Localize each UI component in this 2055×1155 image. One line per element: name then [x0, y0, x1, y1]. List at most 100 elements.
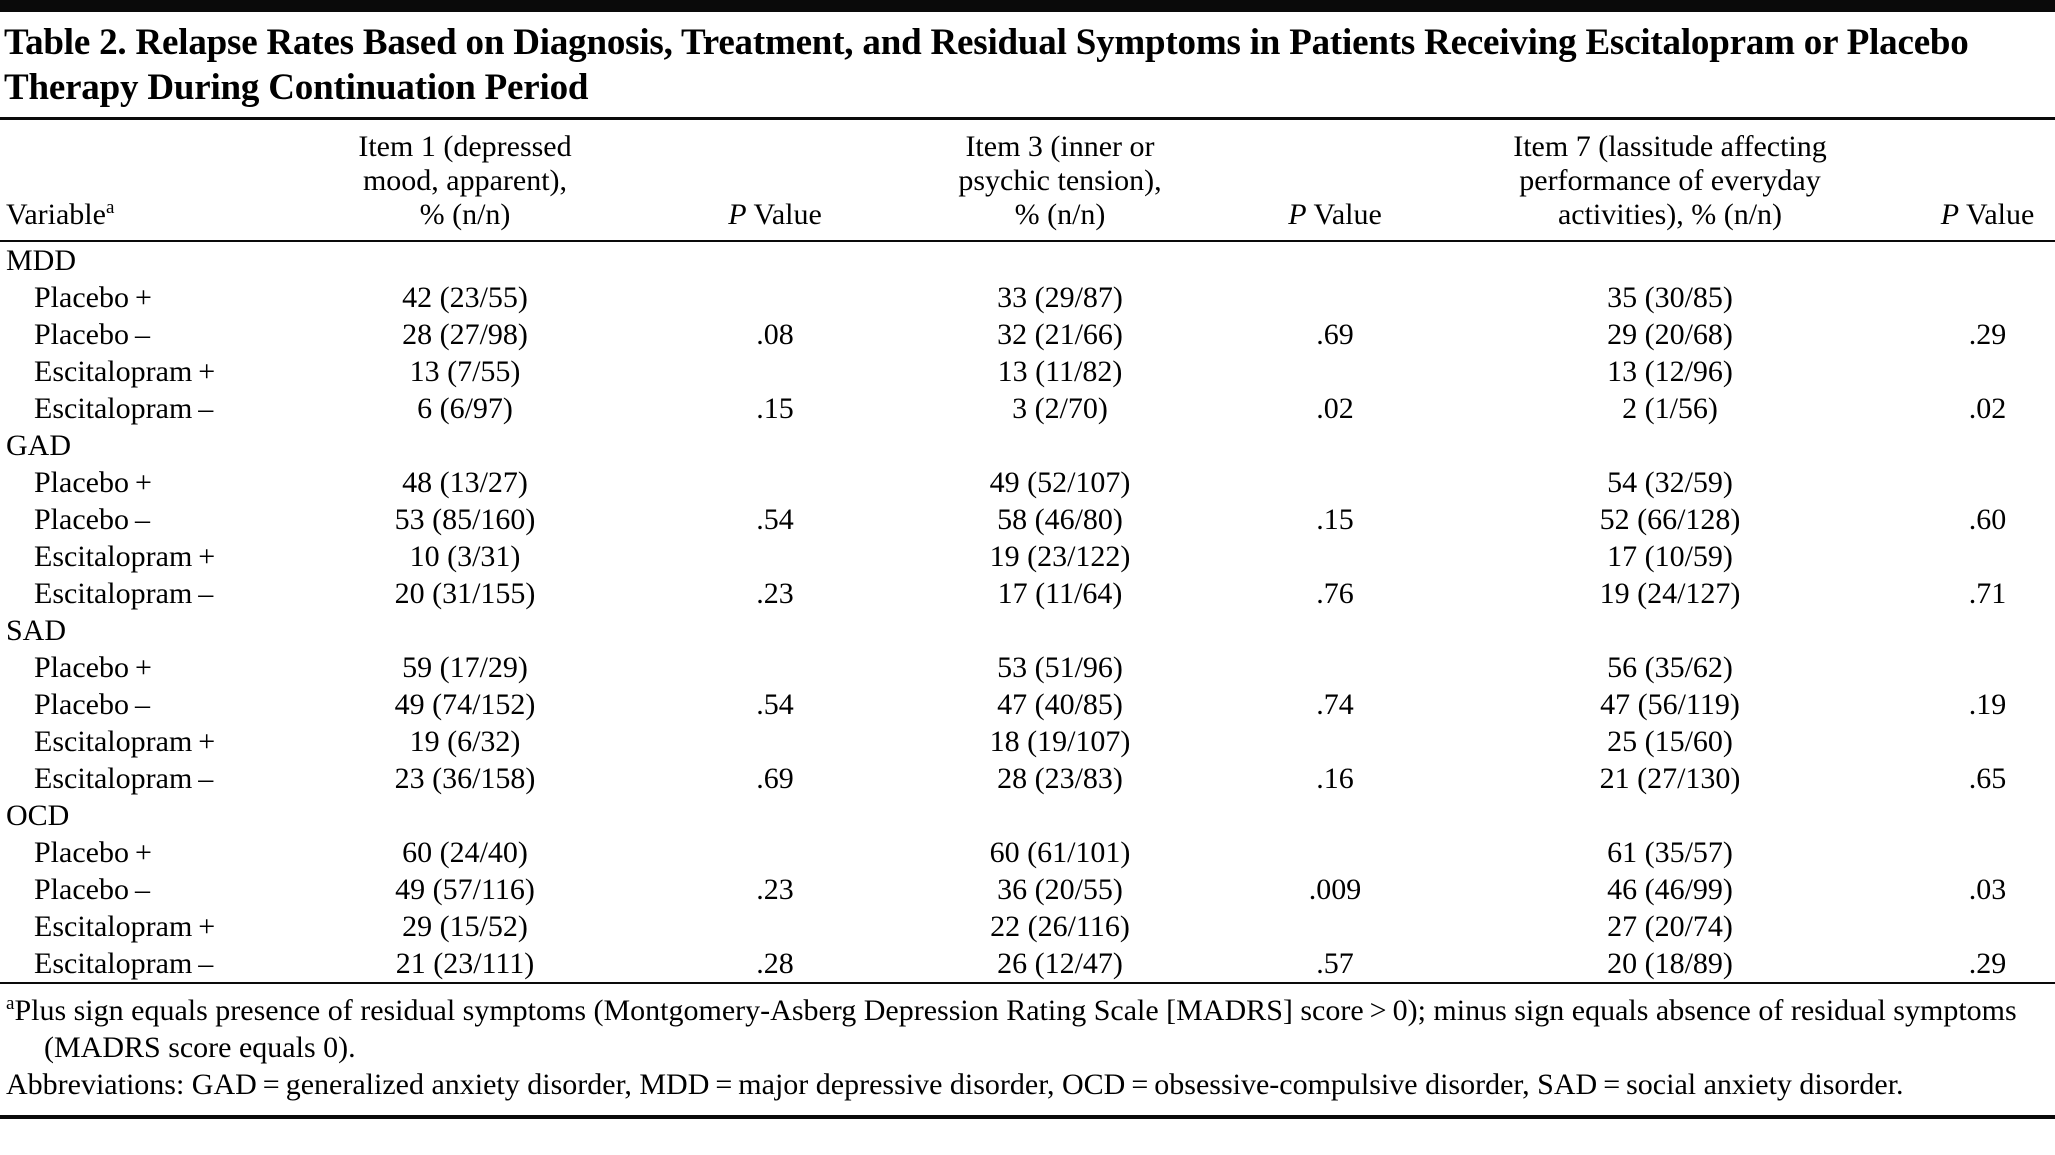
header-line: performance of everyday [1519, 164, 1821, 197]
cell-p-value-3 [1920, 649, 2055, 686]
cell-item1-pct: 13 (7/55) [409, 355, 521, 388]
cell-variable: Escitalopram – [34, 947, 214, 980]
cell-p-value-2: .74 [1316, 688, 1354, 721]
cell-p-value-2: .57 [1316, 947, 1354, 980]
cell-p-value-3: .02 [1968, 392, 2007, 425]
cell-item3-pct: 18 (19/107) [989, 725, 1131, 758]
cell-variable: Placebo – [34, 873, 150, 906]
cell-item1-pct: 20 (31/155) [394, 577, 536, 610]
cell-item3-pct: 47 (40/85) [997, 688, 1123, 721]
cell-p-value-3: .29 [1968, 947, 2007, 980]
cell-p-value-2: .009 [1308, 873, 1362, 906]
cell-item1-pct: 48 (13/27) [402, 466, 528, 499]
cell-p-value-1: .23 [756, 577, 794, 610]
cell-item7-pct: 46 (46/99) [1607, 873, 1733, 906]
footnote: aPlus sign equals presence of residual s… [6, 993, 2017, 1064]
cell-item3-pct: 60 (61/101) [989, 836, 1131, 869]
group-row-sad: SAD [0, 612, 2055, 649]
cell-p-value-3 [1920, 834, 2055, 871]
group-label: SAD [6, 614, 67, 647]
cell-item1-pct: 6 (6/97) [417, 392, 513, 425]
cell-item3-pct: 13 (11/82) [997, 355, 1123, 388]
header-line: % (n/n) [419, 198, 511, 231]
group-row-mdd: MDD [0, 241, 2055, 279]
cell-item7-pct: 61 (35/57) [1607, 836, 1733, 869]
cell-p-value-1 [680, 538, 870, 575]
cell-p-value-1: .23 [756, 873, 794, 906]
cell-p-value-1 [680, 464, 870, 501]
cell-p-value-1: .08 [756, 318, 794, 351]
cell-p-value-3: .29 [1968, 318, 2007, 351]
cell-item1-pct: 59 (17/29) [402, 651, 528, 684]
group-row-ocd: OCD [0, 797, 2055, 834]
cell-item3-pct: 3 (2/70) [1012, 392, 1108, 425]
table-row: Escitalopram + 13 (7/55) 13 (11/82) 13 (12/… [0, 353, 2055, 390]
column-header-p-value-1: P Value [680, 120, 870, 242]
cell-item7-pct: 2 (1/56) [1622, 392, 1718, 425]
cell-item3-pct: 36 (20/55) [997, 873, 1123, 906]
cell-item1-pct: 49 (74/152) [394, 688, 536, 721]
header-line: Item 7 (lassitude affecting [1513, 130, 1827, 163]
cell-p-value-2: .76 [1316, 577, 1354, 610]
cell-p-value-3: .19 [1968, 688, 2007, 721]
cell-item3-pct: 49 (52/107) [989, 466, 1131, 499]
cell-p-value-1 [680, 649, 870, 686]
cell-item3-pct: 19 (23/122) [989, 540, 1131, 573]
table-row: Escitalopram + 29 (15/52) 22 (26/116) 27 (2… [0, 908, 2055, 945]
cell-item1-pct: 42 (23/55) [402, 281, 528, 314]
cell-variable: Escitalopram + [34, 540, 216, 573]
cell-variable: Placebo + [34, 281, 152, 314]
cell-variable: Placebo + [34, 651, 152, 684]
cell-p-value-2: .15 [1316, 503, 1354, 536]
table-row: Placebo + 48 (13/27) 49 (52/107) 54 (32/59) [0, 464, 2055, 501]
cell-p-value-1: .69 [756, 762, 794, 795]
cell-p-value-1 [680, 279, 870, 316]
column-header-p-value-3: P Value [1920, 120, 2055, 242]
cell-p-value-2 [1250, 464, 1420, 501]
cell-p-value-2 [1250, 908, 1420, 945]
table-row: Placebo + 59 (17/29) 53 (51/96) 56 (35/62) [0, 649, 2055, 686]
cell-item7-pct: 56 (35/62) [1607, 651, 1733, 684]
cell-p-value-2: .69 [1316, 318, 1354, 351]
cell-p-value-2 [1250, 723, 1420, 760]
cell-item7-pct: 35 (30/85) [1607, 281, 1733, 314]
column-header-variable: Variablea [0, 120, 250, 242]
cell-item1-pct: 23 (36/158) [394, 762, 536, 795]
cell-item3-pct: 32 (21/66) [997, 318, 1123, 351]
group-label: MDD [6, 244, 77, 277]
header-line: activities), % (n/n) [1557, 198, 1783, 231]
relapse-rates-table: Variablea Item 1 (depressed mood, apparent… [0, 120, 2055, 982]
body-footnote-rule [0, 982, 2055, 984]
table-row: Escitalopram – 6 (6/97) .15 3 (2/70) .02 2 (1… [0, 390, 2055, 427]
title-rule [0, 117, 2055, 120]
header-line: psychic tension), [958, 164, 1162, 197]
cell-p-value-2 [1250, 538, 1420, 575]
table-row: Placebo – 53 (85/160) .54 58 (46/80) .15 52 (… [0, 501, 2055, 538]
column-header-p-value-2: P Value [1250, 120, 1420, 242]
cell-p-value-2: .16 [1316, 762, 1354, 795]
cell-p-value-1 [680, 834, 870, 871]
cell-item7-pct: 29 (20/68) [1607, 318, 1733, 351]
cell-p-value-3: .60 [1968, 503, 2007, 536]
cell-p-value-1 [680, 908, 870, 945]
cell-item7-pct: 20 (18/89) [1607, 947, 1733, 980]
group-label: GAD [6, 429, 71, 462]
cell-item7-pct: 13 (12/96) [1607, 355, 1733, 388]
header-line: Item 3 (inner or [965, 130, 1155, 163]
cell-item1-pct: 29 (15/52) [402, 910, 528, 943]
cell-p-value-2 [1250, 279, 1420, 316]
table-row: Escitalopram + 19 (6/32) 18 (19/107) 25 (15… [0, 723, 2055, 760]
cell-p-value-3 [1920, 464, 2055, 501]
header-line: P Value [728, 198, 822, 231]
cell-item3-pct: 28 (23/83) [997, 762, 1123, 795]
table-row: Placebo – 49 (57/116) .23 36 (20/55) .009 46 … [0, 871, 2055, 908]
cell-item3-pct: 58 (46/80) [997, 503, 1123, 536]
cell-p-value-1: .28 [756, 947, 794, 980]
cell-variable: Placebo – [34, 318, 150, 351]
cell-item1-pct: 19 (6/32) [409, 725, 521, 758]
footnotes: aPlus sign equals presence of residual s… [0, 984, 2055, 1113]
table-body: MDD Placebo + 42 (23/55) 33 (29/87) 35 (30/8… [0, 241, 2055, 982]
table-title: Table 2. Relapse Rates Based on Diagnosi… [4, 22, 1969, 108]
cell-item7-pct: 21 (27/130) [1599, 762, 1741, 795]
